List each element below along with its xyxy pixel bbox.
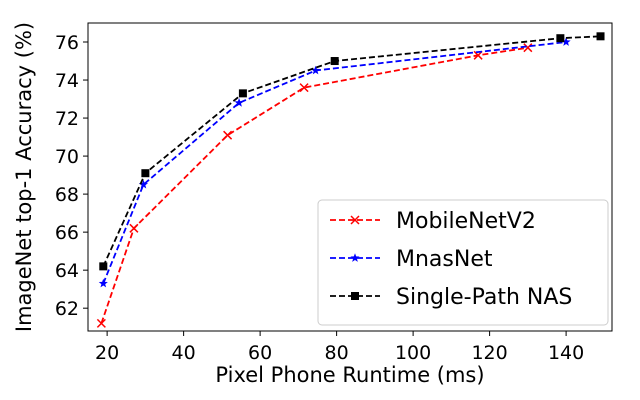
y-axis-label: ImageNet top-1 Accuracy (%) xyxy=(12,22,36,332)
y-tick-label: 66 xyxy=(55,222,79,244)
data-point xyxy=(596,32,605,41)
series-line xyxy=(102,41,567,284)
legend-marker xyxy=(350,253,360,262)
x-tick-label: 20 xyxy=(95,342,119,364)
y-tick-label: 70 xyxy=(55,146,79,168)
legend: MobileNetV2 MnasNet Single-Path NAS xyxy=(317,199,609,326)
y-tick-label: 64 xyxy=(55,260,79,282)
data-point xyxy=(299,83,309,93)
series-1 xyxy=(98,37,571,288)
data-point xyxy=(99,262,108,271)
legend-marker xyxy=(350,215,360,225)
legend-label: Single-Path NAS xyxy=(396,285,572,310)
data-point xyxy=(138,179,149,189)
series-2 xyxy=(99,32,605,271)
data-point xyxy=(223,130,233,140)
legend-entry: MnasNet xyxy=(330,247,493,272)
series-line xyxy=(100,46,528,324)
plot-content xyxy=(96,32,605,328)
data-point xyxy=(238,89,247,98)
legend-marker xyxy=(351,292,359,300)
y-tick-label: 62 xyxy=(55,298,79,320)
series-0 xyxy=(96,43,533,328)
y-axis: 62 64 66 68 70 72 74 76 xyxy=(55,32,88,320)
legend-label: MobileNetV2 xyxy=(396,209,536,234)
legend-entry: MobileNetV2 xyxy=(330,209,536,234)
y-tick-label: 74 xyxy=(55,70,79,92)
data-point xyxy=(129,223,139,233)
data-point xyxy=(473,50,483,60)
data-point xyxy=(330,57,339,66)
data-point xyxy=(141,169,150,178)
y-tick-label: 76 xyxy=(55,32,79,54)
data-point xyxy=(561,37,571,46)
x-tick-label: 100 xyxy=(395,342,431,364)
legend-entry: Single-Path NAS xyxy=(330,285,572,310)
y-tick-label: 72 xyxy=(55,108,79,130)
y-tick-label: 68 xyxy=(55,184,79,206)
x-tick-label: 40 xyxy=(172,342,196,364)
data-point xyxy=(523,43,533,53)
x-axis: 20 40 60 80 100 120 140 xyxy=(95,331,584,364)
x-axis-label: Pixel Phone Runtime (ms) xyxy=(215,363,484,387)
data-point xyxy=(556,34,565,43)
data-point xyxy=(98,278,108,288)
x-tick-label: 120 xyxy=(471,342,507,364)
x-tick-label: 60 xyxy=(248,342,272,364)
legend-label: MnasNet xyxy=(396,247,493,272)
plot-frame xyxy=(87,22,613,332)
legend-box xyxy=(317,199,609,326)
x-tick-label: 140 xyxy=(548,342,584,364)
data-point xyxy=(311,65,321,75)
data-point xyxy=(234,98,244,107)
data-point xyxy=(96,318,106,328)
series-line xyxy=(102,35,601,267)
x-tick-label: 80 xyxy=(325,342,349,364)
